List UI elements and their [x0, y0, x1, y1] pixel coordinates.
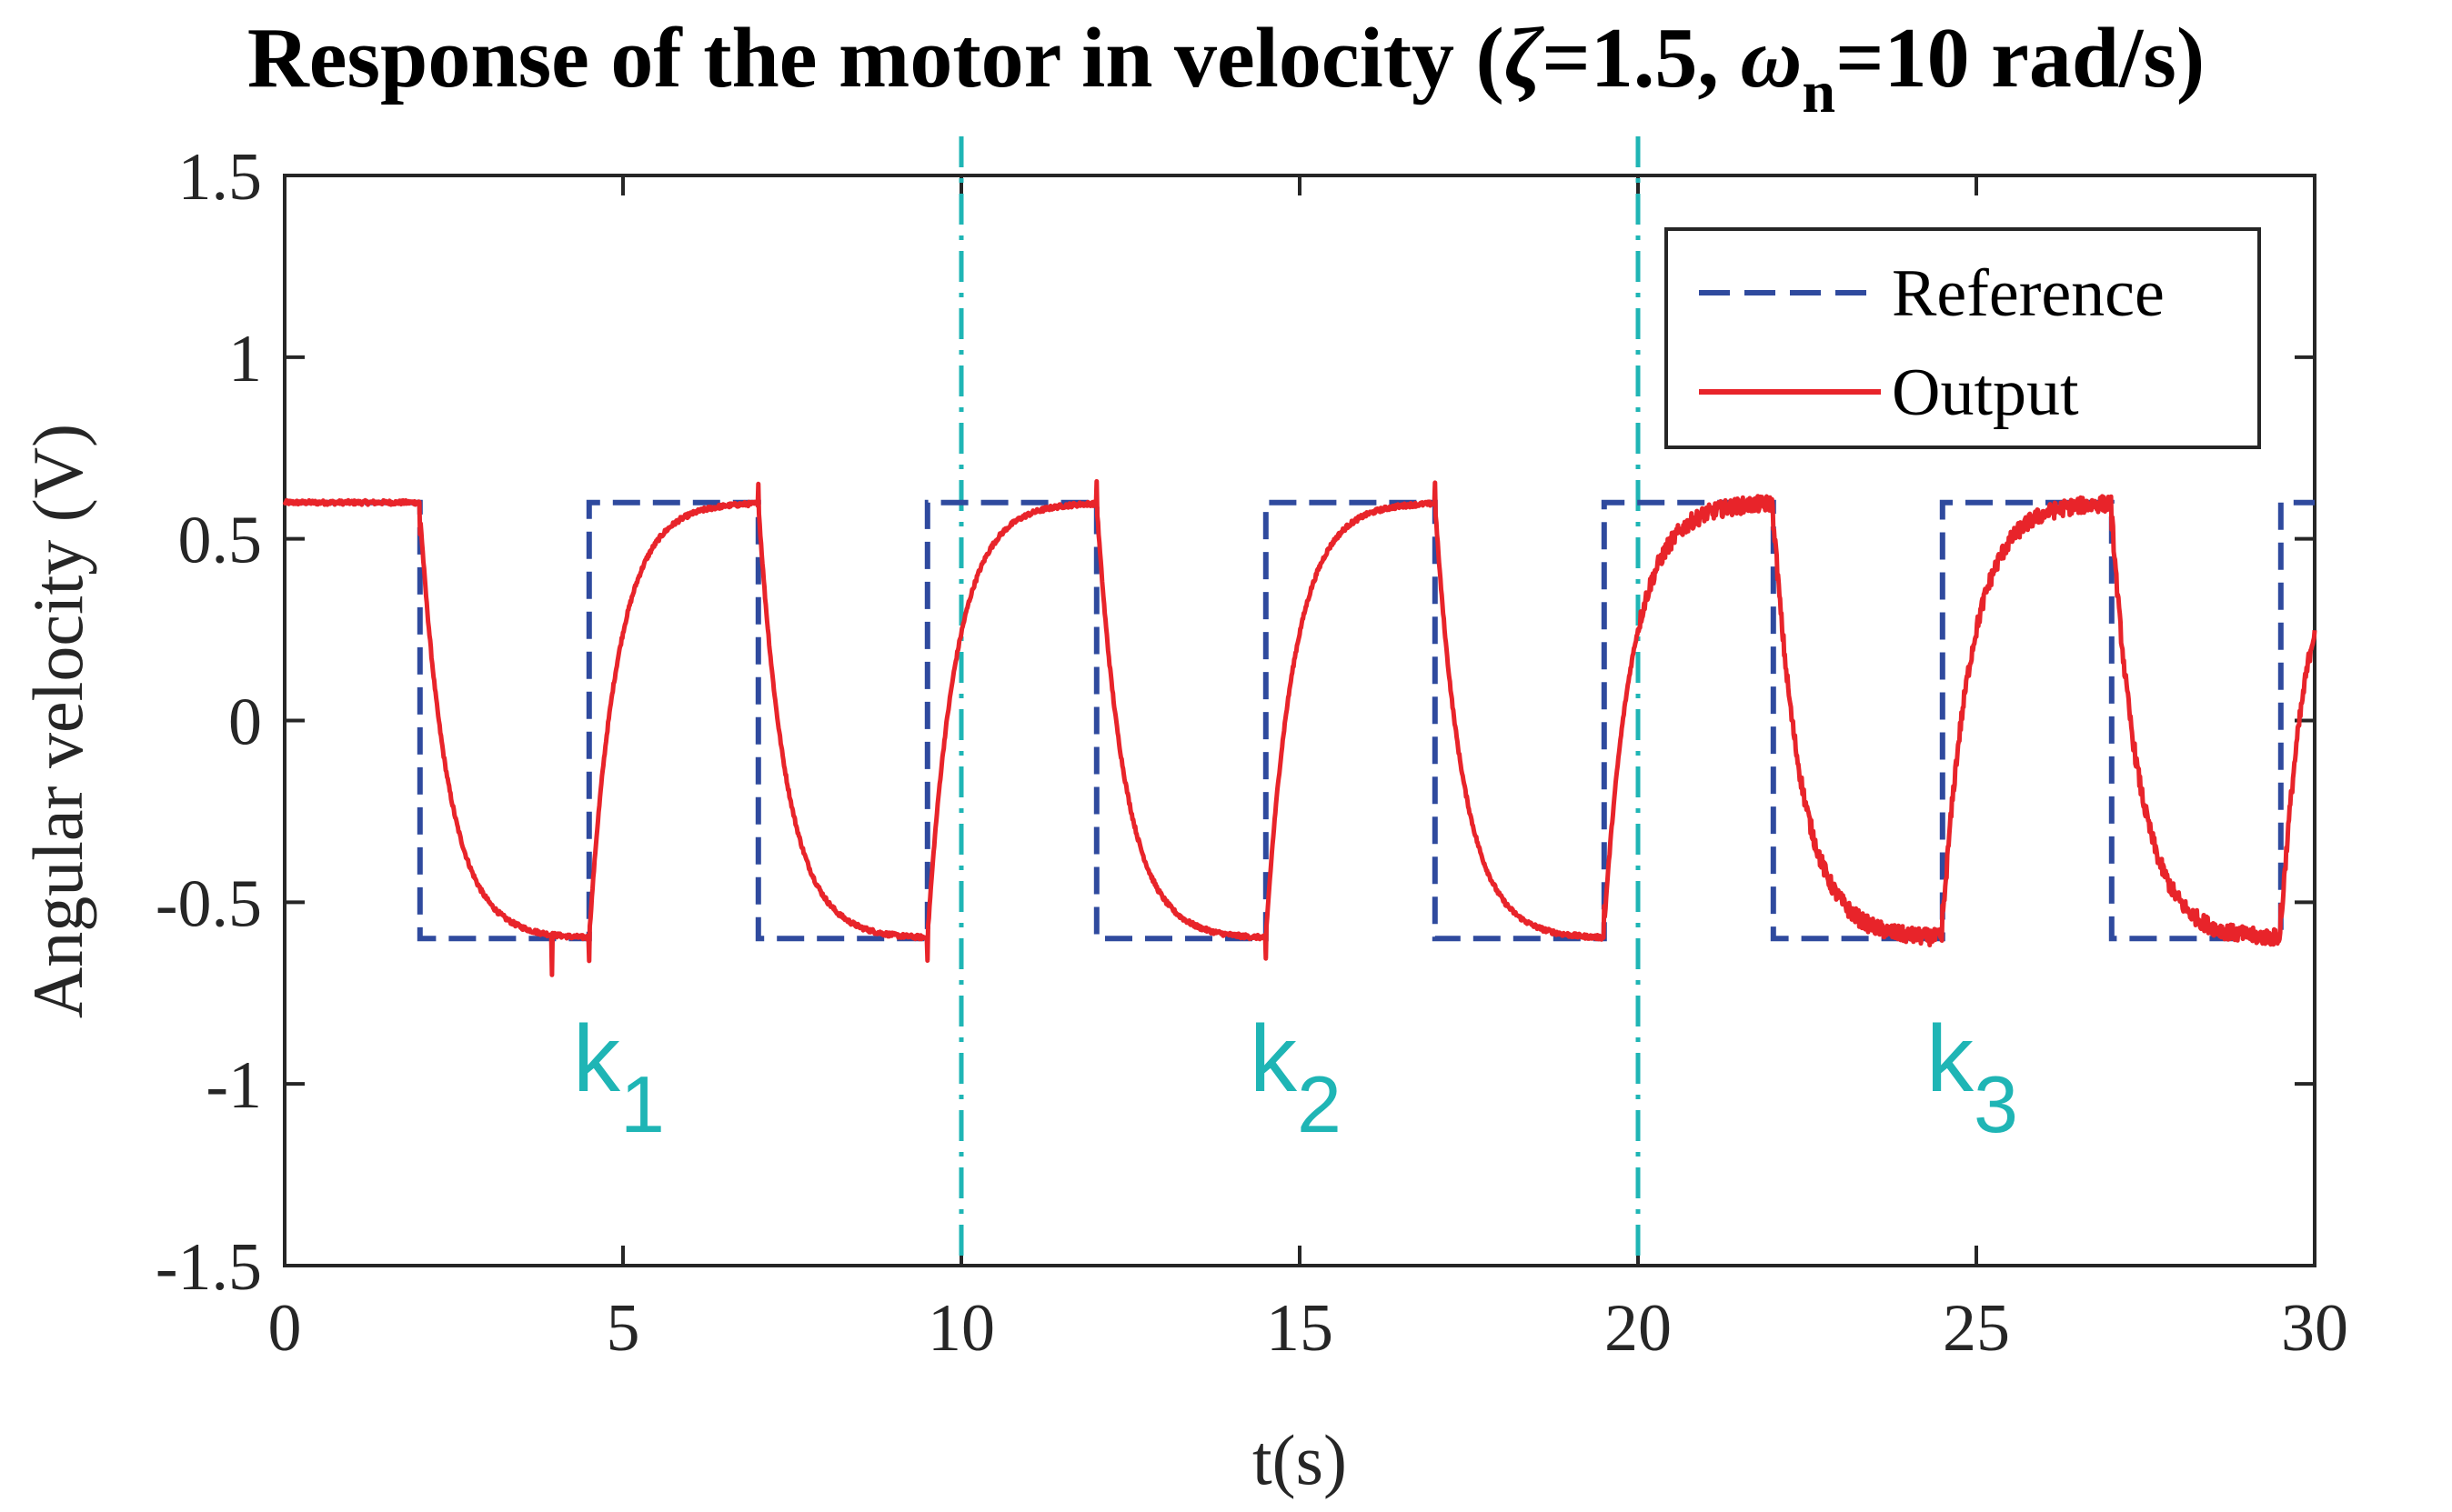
x-tick-label: 30: [2281, 1291, 2348, 1366]
region-labels: k1 k2 k3: [573, 1006, 2018, 1149]
x-tick-label: 25: [1943, 1291, 2010, 1366]
y-tick-label: -1: [206, 1048, 262, 1123]
y-tick-label: 0: [228, 686, 262, 760]
y-tick-label: -0.5: [156, 866, 262, 941]
x-tick-label: 10: [928, 1291, 995, 1366]
x-tick-label: 0: [268, 1291, 302, 1366]
region-label-k1: k1: [573, 1006, 665, 1149]
region-label-k2: k2: [1250, 1006, 1342, 1149]
x-tick-label: 5: [607, 1291, 640, 1366]
series-output-line: [282, 478, 2317, 977]
axis-ticks: 0 5 10 15 20 25 30 1.5 1 0.5 0 -0.5 -1 -1.5: [156, 140, 2348, 1366]
x-tick-label: 15: [1266, 1291, 1333, 1366]
y-tick-label: 0.5: [178, 504, 263, 578]
series-reference-line: [285, 499, 2315, 942]
y-tick-label: 1.5: [178, 140, 263, 215]
x-tick-label: 20: [1604, 1291, 1672, 1366]
legend-reference-label: Reference: [1892, 256, 2165, 331]
region-label-k3: k3: [1926, 1006, 2018, 1149]
y-tick-label: 1: [228, 322, 262, 396]
legend: Reference Output: [1664, 227, 2261, 449]
y-tick-label: -1.5: [156, 1230, 262, 1305]
legend-output-label: Output: [1892, 355, 2079, 430]
legend-box: [1664, 227, 2261, 449]
chart-title: Response of the motor in velocity (ζ=1.5…: [247, 11, 2205, 125]
region-separators: [959, 136, 1641, 1266]
x-axis-label: t(s): [1252, 1420, 1347, 1499]
y-axis-label: Angular velocity (V): [18, 424, 97, 1018]
